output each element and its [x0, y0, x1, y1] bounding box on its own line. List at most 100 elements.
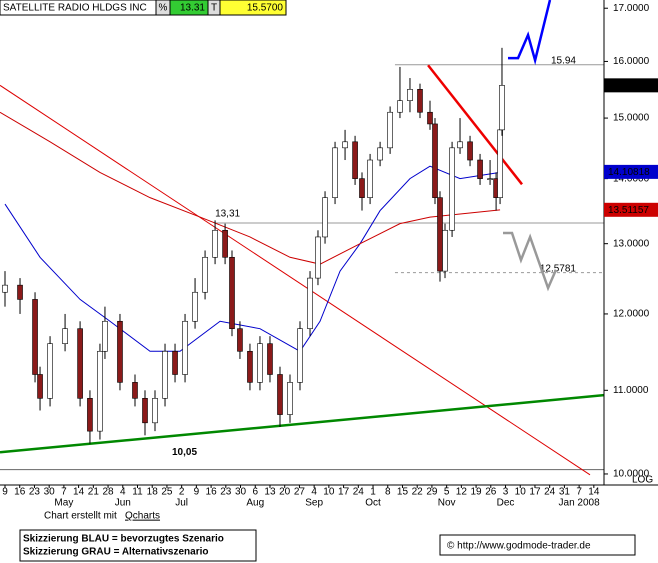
x-tick-label: 20: [279, 487, 291, 498]
x-tick-label: 21: [88, 487, 100, 498]
x-tick-label: 22: [412, 487, 424, 498]
copyright: © http://www.godmode-trader.de: [447, 541, 591, 552]
x-tick-label: 10: [323, 487, 335, 498]
candle-body: [62, 328, 68, 344]
y-tick-label: 17.0000: [613, 3, 650, 14]
candle-body: [182, 320, 188, 375]
scale-label: LOG: [632, 475, 653, 486]
y-tick-label: 15.0000: [613, 113, 650, 124]
month-label: Aug: [246, 498, 264, 509]
candle-body: [229, 256, 235, 329]
x-tick-label: 4: [311, 487, 317, 498]
candle-body: [237, 328, 243, 352]
month-label: Dec: [497, 498, 515, 509]
y-tick-label: 12.0000: [613, 309, 650, 320]
candle-body: [102, 320, 108, 352]
candle-body: [457, 141, 463, 149]
x-tick-label: 18: [147, 487, 159, 498]
x-tick-label: 11: [132, 487, 143, 498]
candle-body: [352, 141, 358, 179]
month-label: Nov: [438, 498, 456, 509]
candle-body: [497, 129, 503, 198]
candle-body: [162, 350, 168, 399]
price-box: [604, 202, 658, 217]
legend-text: Skizzierung BLAU = bevorzugtes Szenario: [23, 534, 224, 545]
x-tick-label: 15: [397, 487, 409, 498]
x-tick-label: 17: [338, 487, 350, 498]
candle-body: [442, 229, 448, 272]
candle-body: [315, 236, 321, 279]
candle-body: [499, 85, 505, 131]
x-tick-label: 14: [588, 487, 600, 498]
pct-value: 13.31: [180, 3, 205, 14]
symbol: SATELLITE RADIO HLDGS INC: [3, 3, 147, 14]
candle-body: [322, 197, 328, 238]
x-tick-label: 3: [503, 487, 509, 498]
x-tick-label: 5: [444, 487, 450, 498]
pct-label: %: [159, 3, 168, 14]
level-label: 13,31: [215, 209, 240, 220]
y-tick-label: 16.0000: [613, 56, 650, 67]
x-tick-label: 2: [179, 487, 185, 498]
candle-body: [267, 343, 273, 375]
candle-body: [397, 100, 403, 113]
x-tick-label: 29: [426, 487, 438, 498]
x-tick-label: 30: [44, 487, 56, 498]
x-tick-label: 27: [294, 487, 306, 498]
candle-body: [387, 111, 393, 149]
candle-body: [487, 178, 493, 180]
x-tick-label: 9: [194, 487, 200, 498]
candle-body: [132, 382, 138, 399]
x-tick-label: 16: [14, 487, 26, 498]
x-tick-label: 26: [485, 487, 497, 498]
x-tick-label: 23: [29, 487, 41, 498]
month-label: Jan 2008: [559, 498, 601, 509]
y-tick-label: 13.0000: [613, 238, 650, 249]
candle-body: [202, 256, 208, 293]
candle-body: [359, 178, 365, 198]
x-tick-label: 12: [456, 487, 468, 498]
x-tick-label: 9: [2, 487, 8, 498]
candle-body: [277, 374, 283, 415]
t-value: 15.5700: [247, 3, 284, 14]
candle-body: [142, 398, 148, 424]
candle-body: [257, 343, 263, 383]
candle-body: [307, 277, 313, 329]
candle-body: [467, 141, 473, 161]
trend-line: [427, 64, 523, 186]
legend-text: Skizzierung GRAU = Alternativszenario: [23, 547, 209, 558]
x-tick-label: 25: [161, 487, 173, 498]
x-tick-label: 10: [515, 487, 527, 498]
candle-body: [437, 197, 443, 272]
scenario: [508, 0, 552, 66]
candle-body: [332, 147, 338, 198]
y-tick-label: 10.0000: [613, 469, 650, 480]
header-box: [219, 0, 287, 16]
price-box-label: 14.10818: [608, 167, 650, 178]
candle-body: [192, 291, 198, 322]
candle-body: [377, 147, 383, 161]
x-tick-label: 17: [529, 487, 541, 498]
candle-body: [77, 328, 83, 399]
month-label: Jul: [175, 498, 188, 509]
credit-link[interactable]: Qcharts: [125, 511, 160, 522]
x-tick-label: 8: [385, 487, 391, 498]
month-label: May: [54, 498, 73, 509]
candle-body: [212, 229, 218, 258]
x-tick-label: 7: [61, 487, 67, 498]
candle-body: [2, 284, 8, 293]
candle-body: [222, 229, 228, 258]
candle-body: [342, 141, 348, 149]
plot-area: [0, 47, 604, 476]
candle-body: [367, 159, 373, 198]
candle-body: [172, 350, 178, 375]
candle-body: [87, 398, 93, 432]
legend-box: [19, 529, 257, 562]
scenario: [503, 231, 558, 292]
level-label: 12.5781: [540, 263, 577, 274]
candle-body: [152, 398, 158, 424]
trend-line: [0, 84, 591, 476]
price-box: [604, 78, 658, 93]
